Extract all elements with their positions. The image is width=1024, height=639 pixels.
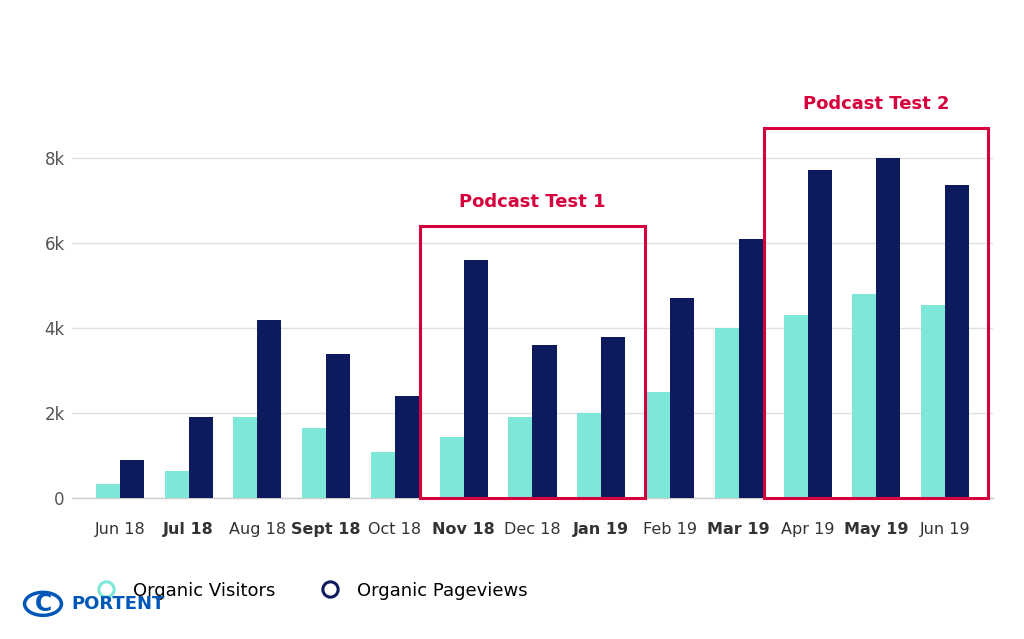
Text: PORTENT: PORTENT (72, 595, 165, 613)
Text: Mar 19: Mar 19 (708, 522, 770, 537)
Bar (808, 171, 831, 498)
Bar (165, 471, 188, 498)
Bar (421, 226, 644, 498)
Bar (302, 428, 327, 498)
Bar (877, 158, 900, 498)
Text: Apr 19: Apr 19 (781, 522, 835, 537)
Text: Jan 19: Jan 19 (573, 522, 630, 537)
Text: Jul 18: Jul 18 (163, 522, 214, 537)
Bar (188, 417, 213, 498)
Bar (508, 417, 532, 498)
Bar (233, 417, 257, 498)
Bar (945, 185, 969, 498)
Bar (670, 298, 694, 498)
Text: Dec 18: Dec 18 (504, 522, 561, 537)
Text: Aug 18: Aug 18 (228, 522, 286, 537)
Bar (738, 238, 763, 498)
Text: Sept 18: Sept 18 (292, 522, 360, 537)
Text: Feb 19: Feb 19 (643, 522, 697, 537)
Bar (921, 305, 945, 498)
Bar (783, 315, 808, 498)
Text: Nov 18: Nov 18 (432, 522, 495, 537)
Bar (464, 260, 487, 498)
Text: Jun 18: Jun 18 (94, 522, 145, 537)
Bar (96, 484, 120, 498)
Bar (532, 345, 557, 498)
Bar (601, 337, 626, 498)
Bar (395, 396, 419, 498)
Bar (120, 460, 144, 498)
Bar (371, 452, 395, 498)
Bar (327, 353, 350, 498)
Bar (764, 128, 988, 498)
Bar (852, 294, 877, 498)
Bar (715, 328, 738, 498)
Text: Podcast Test 2: Podcast Test 2 (803, 95, 949, 113)
Bar (646, 392, 670, 498)
Text: Podcast Test 1: Podcast Test 1 (459, 193, 606, 211)
Text: Oct 18: Oct 18 (369, 522, 422, 537)
Bar (257, 320, 282, 498)
Bar (578, 413, 601, 498)
Bar (439, 436, 464, 498)
Text: May 19: May 19 (844, 522, 908, 537)
Text: C: C (35, 592, 51, 616)
Legend: Organic Visitors, Organic Pageviews: Organic Visitors, Organic Pageviews (81, 574, 535, 607)
Text: Jun 19: Jun 19 (920, 522, 971, 537)
